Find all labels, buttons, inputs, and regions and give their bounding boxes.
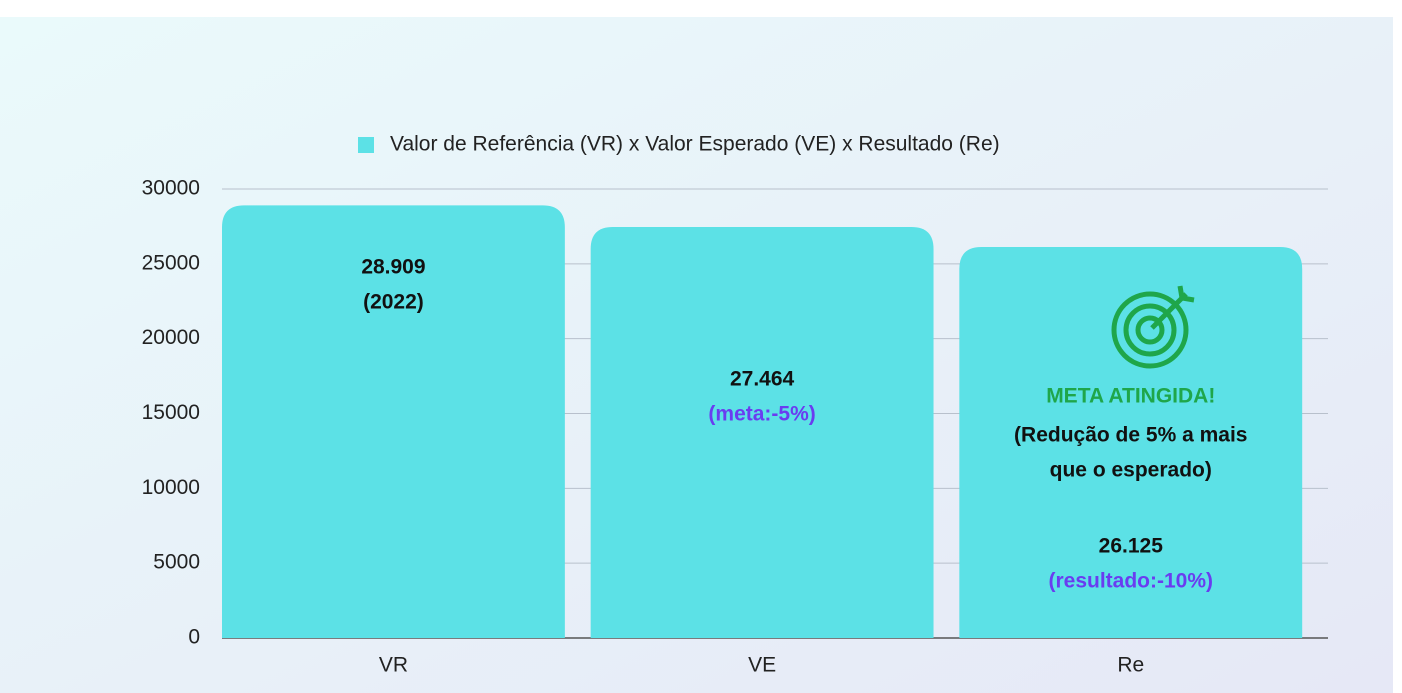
labels: Valor de Referência (VR) x Valor Esperad…	[358, 133, 1247, 677]
x-tick-label: VE	[748, 654, 776, 677]
legend-label: Valor de Referência (VR) x Valor Esperad…	[390, 133, 1000, 156]
y-tick-label: 30000	[142, 177, 200, 200]
y-tick-label: 15000	[142, 401, 200, 424]
y-tick-label: 20000	[142, 326, 200, 349]
target-ring	[1135, 315, 1165, 345]
bar	[959, 246, 1303, 638]
y-tick-label: 5000	[153, 551, 200, 574]
bar-note: (2022)	[363, 291, 424, 314]
bar	[222, 205, 565, 639]
y-tick-label: 10000	[142, 476, 200, 499]
legend-swatch	[358, 137, 374, 153]
value-label: 27.464	[730, 368, 795, 391]
bar-note: (resultado:-10%)	[1048, 570, 1213, 593]
bar-note: (meta:-5%)	[708, 403, 815, 426]
value-label: 28.909	[361, 256, 425, 279]
x-tick-label: Re	[1117, 654, 1144, 677]
target-ring	[1111, 291, 1189, 369]
callout-title: META ATINGIDA!	[1046, 385, 1215, 408]
y-tick-label: 25000	[142, 251, 200, 274]
callout-line: que o esperado)	[1050, 459, 1212, 482]
value-label: 26.125	[1099, 535, 1164, 558]
y-tick-label: 0	[188, 626, 200, 649]
target-ring	[1123, 303, 1177, 357]
target-icon	[1111, 285, 1195, 369]
callout-line: (Redução de 5% a mais	[1014, 424, 1247, 447]
x-tick-label: VR	[379, 654, 408, 677]
bars	[222, 205, 1303, 639]
bar	[590, 226, 934, 639]
target-arrow-tail	[1177, 285, 1195, 303]
